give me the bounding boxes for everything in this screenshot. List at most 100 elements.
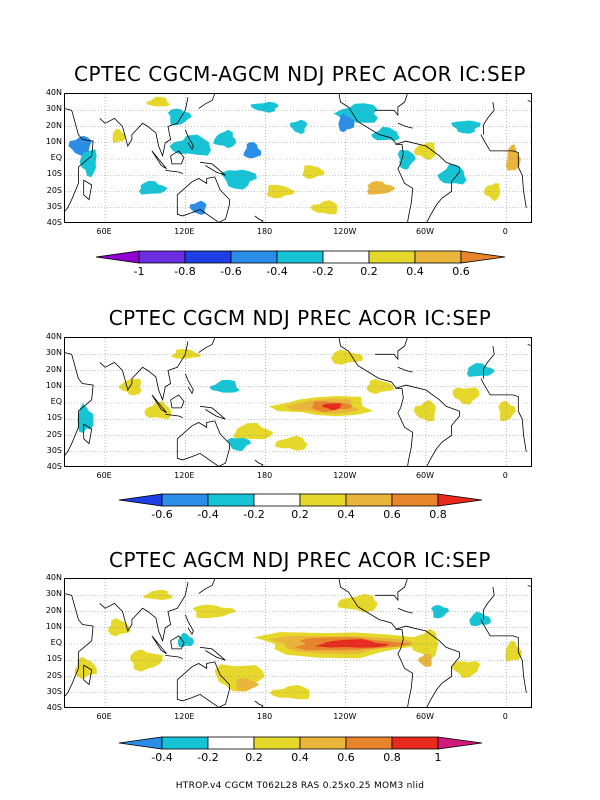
anomaly-contour-11 [290,119,308,134]
map-canvas [65,579,531,707]
colorbar-tick-label: -0.6 [151,508,173,521]
anomaly-contour-15 [371,126,400,141]
coastline-2 [99,97,189,158]
colorbar-bin-6 [391,736,439,750]
lat-label: 40S [46,462,62,471]
lon-label: 120W [333,471,357,480]
lat-label: 30S [46,686,62,696]
colorbar-bin-1 [138,250,186,264]
lon-label: 120E [174,227,195,236]
lat-label: 10S [46,654,62,664]
coastline-6 [184,129,194,151]
colorbar-bin-2 [207,736,255,750]
coastline-17 [527,344,531,346]
coastline-11 [338,338,414,466]
colorbar-bin-0 [118,736,163,750]
colorbar-tick-label: 0.4 [406,265,424,278]
colorbar-bin-6 [368,250,416,264]
anomaly-contour-8 [108,618,131,637]
anomaly-contour-25 [310,200,338,215]
coastline-5 [170,150,185,165]
colorbar-bin-0 [118,493,163,507]
anomaly-contour-13 [452,387,480,405]
coastline-16 [483,587,495,620]
colorbar-bin-5 [345,736,393,750]
anomaly-contour-8 [77,403,94,433]
lon-label: 120E [174,471,195,480]
coastline-0 [65,108,94,212]
anomaly-contour-11 [177,632,194,647]
coastline-14 [375,338,408,361]
anomaly-contour-14 [466,363,495,377]
colorbar-bin-1 [161,736,209,750]
colorbar-bin-6 [391,493,439,507]
anomaly-contour-9 [209,379,240,393]
coastline-11 [338,94,414,222]
panel-3-map [64,578,532,708]
lat-label: 30S [46,445,62,455]
panel-1-title: CPTEC CGCM-AGCM NDJ PREC ACOR IC:SEP [74,62,526,86]
coastline-16 [483,346,495,379]
coastline-3 [151,150,167,170]
anomaly-contour-13 [411,628,439,660]
colorbar-tick-label: 0.6 [337,751,355,764]
coastline-1 [83,423,93,445]
colorbar-bin-4 [299,493,347,507]
anomaly-contour-12 [413,399,436,422]
lat-label: 20S [46,670,62,680]
anomaly-contour-1 [79,149,97,178]
lon-label: 0 [502,227,508,236]
lon-label: 180 [256,227,273,236]
lat-label: 20N [45,120,62,130]
lat-label: EQ [50,638,62,647]
colorbar-bin-3 [253,493,301,507]
coastline-16 [483,102,495,135]
coastline-14 [375,579,408,602]
panel-2-title: CPTEC CGCM NDJ PREC ACOR IC:SEP [108,306,492,330]
colorbar-tick-label: 0.8 [429,508,447,521]
footer-caption: HTROP.v4 CGCM T062L28 RAS 0.25x0.25 MOM3… [175,781,425,791]
lat-label: 20S [46,429,62,439]
colorbar-tick-label: -0.6 [220,265,242,278]
coastline-8 [176,420,230,466]
coastline-0 [65,593,94,697]
coastline-1 [83,179,93,201]
lon-label: 120E [174,712,195,721]
anomaly-contour-10 [192,604,237,619]
lat-label: 30N [45,348,62,358]
lat-label: 40N [45,332,62,341]
anomaly-contour-0 [68,135,92,157]
anomaly-contour-18 [413,142,436,161]
anomaly-contour-16 [366,181,396,195]
coastline-3 [151,635,167,655]
anomaly-contour-14 [338,113,355,133]
colorbar-bin-2 [207,493,255,507]
lon-label: 180 [256,712,273,721]
colorbar-bin-7 [437,493,483,507]
anomaly-contour-12 [337,593,378,613]
anomaly-contour-16 [469,611,491,626]
coastline-2 [99,341,189,402]
anomaly-contour-2 [112,128,127,143]
map-canvas [65,338,531,466]
lat-label: EQ [50,153,62,162]
lat-label: 10N [45,621,62,631]
lat-label: 30N [45,104,62,114]
colorbar-tick-label: -1 [133,265,145,278]
colorbar-bin-4 [276,250,324,264]
coastline-10 [254,215,264,222]
lon-label: 60W [415,712,435,721]
anomaly-contour-4 [167,108,192,126]
coastline-2 [99,582,189,643]
colorbar-tick-label: -0.2 [197,751,219,764]
lon-label: 120W [333,227,357,236]
colorbar-tick-label: 0.4 [291,751,309,764]
anomaly-contour-16 [330,349,363,365]
lat-label: 10S [46,413,62,423]
anomaly-contour-8 [243,142,262,159]
colorbar-bin-8 [460,250,506,264]
panel-3-title: CPTEC AGCM NDJ PREC ACOR IC:SEP [109,548,491,572]
lat-label: 10N [45,380,62,390]
lat-label: 10S [46,169,62,179]
anomaly-contour-12 [302,165,325,180]
